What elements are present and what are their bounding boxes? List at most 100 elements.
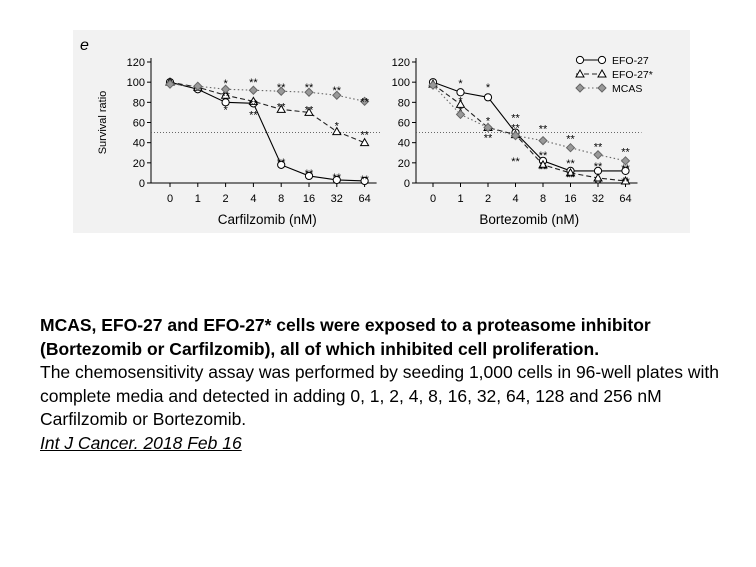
chart2-x-tick-label: 4: [512, 193, 518, 205]
chart1-series-3-point: [248, 85, 259, 95]
chart2-series-3-point: [565, 143, 576, 153]
figure-panel: e 0 20 40 60 80 100 120 0 1 2 4 8 16 32 64 Carfilzomib (…: [73, 30, 690, 233]
chart1-series-1-point: [360, 176, 369, 186]
legend-marker: [597, 55, 607, 65]
chart2-significance-label: **: [566, 134, 575, 146]
chart2-series-3-point: [455, 109, 466, 120]
chart2-series-3-point: [593, 150, 603, 160]
chart1-series-3-point: [304, 87, 314, 97]
chart2-significance-label: **: [484, 133, 493, 145]
chart1-significance-label: **: [333, 85, 342, 97]
chart1-significance-label: *: [223, 78, 228, 90]
chart1-x-tick-label: 4: [250, 193, 256, 205]
chart2-series-2-line: [432, 83, 626, 182]
chart2-x-tick-label: 0: [430, 193, 436, 205]
chart1-x-tick-label: 0: [167, 193, 173, 205]
chart2-significance-label: *: [486, 115, 491, 127]
chart1-series-2-point: [276, 104, 287, 113]
citation-link[interactable]: Int J Cancer. 2018 Feb 16: [40, 432, 242, 453]
chart2-y-tick-label: 40: [398, 138, 410, 150]
chart2-series-2-point: [565, 167, 576, 177]
chart2-series-3-point: [620, 156, 631, 166]
chart2-significance-label: **: [511, 123, 520, 135]
chart1-series-2-point: [248, 96, 259, 105]
caption-body: The chemosensitivity assay was performed…: [40, 362, 719, 429]
chart1-series-2-point: [220, 90, 231, 99]
chart2-y-tick-label: 60: [398, 118, 410, 130]
chart1-series-2-point: [331, 126, 342, 136]
legend-label: MCAS: [612, 83, 642, 95]
chart2-x-tick-label: 64: [619, 193, 631, 205]
chart1-significance-label: **: [360, 96, 369, 108]
chart2-x-tick-label: 2: [485, 193, 491, 205]
chart1-significance-label: **: [305, 168, 314, 180]
chart2-y-tick-label: 0: [404, 178, 410, 190]
chart2-series-2-point: [455, 99, 466, 108]
chart2-significance-label: *: [458, 95, 463, 107]
chart1-series-3-point: [276, 86, 286, 96]
chart1-x-tick-label: 2: [223, 193, 229, 205]
chart2-significance-label: *: [458, 105, 463, 117]
caption-headline: MCAS, EFO-27 and EFO-27* cells were expo…: [40, 315, 651, 359]
chart1-x-axis-label: Carfilzomib (nM): [218, 212, 317, 227]
chart1-y-tick-label: 120: [127, 57, 145, 69]
chart2-significance-label: **: [539, 164, 548, 176]
chart1-significance-label: *: [335, 121, 340, 133]
chart1-significance-label: **: [305, 82, 314, 94]
chart1-significance-label: **: [249, 109, 258, 121]
chart2-significance-label: **: [539, 150, 548, 162]
chart2-significance-label: *: [458, 78, 463, 90]
chart1-significance-label: **: [360, 130, 369, 142]
legend-label: EFO-27*: [612, 69, 653, 81]
chart1-significance-label: **: [277, 82, 286, 94]
chart1-series-2-point: [304, 107, 314, 116]
chart1-series-1-point: [277, 160, 286, 169]
chart1-significance-label: *: [223, 104, 228, 116]
chart2-significance-label: **: [511, 112, 520, 124]
chart2-series-1-point: [621, 166, 630, 175]
chart2-series-1-point: [456, 88, 465, 97]
chart1-significance-label: **: [277, 157, 286, 169]
caption: MCAS, EFO-27 and EFO-27* cells were expo…: [40, 314, 750, 455]
chart2-y-tick-label: 100: [392, 77, 410, 89]
chart2-significance-label: **: [594, 142, 603, 154]
chart2-significance-label: **: [539, 124, 548, 136]
chart2-series-3-line: [432, 84, 626, 162]
chart2-significance-label: **: [621, 147, 630, 159]
chart1-significance-label: **: [249, 98, 258, 110]
chart2-series-3-point: [483, 122, 493, 133]
legend-marker: [575, 83, 585, 93]
chart2-y-tick-label: 20: [398, 158, 410, 170]
chart2-series-3-point: [428, 80, 438, 90]
chart2-x-tick-label: 1: [457, 193, 463, 205]
chart2-series-3-point: [538, 135, 548, 146]
legend-marker: [597, 83, 607, 93]
chart1-series-2-line: [169, 81, 365, 144]
chart1-series-3-point: [220, 84, 231, 94]
chart2-x-axis-label: Bortezomib (nM): [479, 212, 579, 227]
chart1-significance-label: **: [277, 101, 286, 113]
chart1-x-tick-label: 64: [358, 193, 370, 205]
chart1-x-tick-label: 32: [331, 193, 343, 205]
legend-label: EFO-27: [612, 55, 649, 67]
chart1-series-1-point: [304, 171, 314, 181]
chart2-significance-label: **: [566, 158, 575, 170]
chart2-series-1-point: [483, 93, 493, 102]
chart1-series-3-point: [332, 90, 342, 100]
chart1-y-tick-label: 100: [127, 77, 145, 89]
chart1-x-tick-label: 1: [195, 193, 201, 205]
chart1-significance-label: **: [333, 172, 342, 184]
chart2-series-2-point: [620, 175, 631, 185]
chart1-significance-label: **: [305, 104, 314, 116]
chart2-series-3-point: [510, 130, 521, 141]
chart1-series-1-line: [169, 81, 365, 182]
legend-marker: [597, 68, 607, 78]
chart2-significance-label: **: [511, 156, 520, 168]
chart1-significance-label: **: [360, 174, 369, 186]
chart1-y-tick-label: 60: [133, 118, 145, 130]
chart2-significance-label: **: [594, 178, 603, 190]
chart1-series-3-point: [165, 79, 175, 89]
chart1-x-tick-label: 16: [303, 193, 315, 205]
chart2-significance-label: **: [621, 163, 630, 175]
chart1-series-3-point: [193, 81, 203, 91]
